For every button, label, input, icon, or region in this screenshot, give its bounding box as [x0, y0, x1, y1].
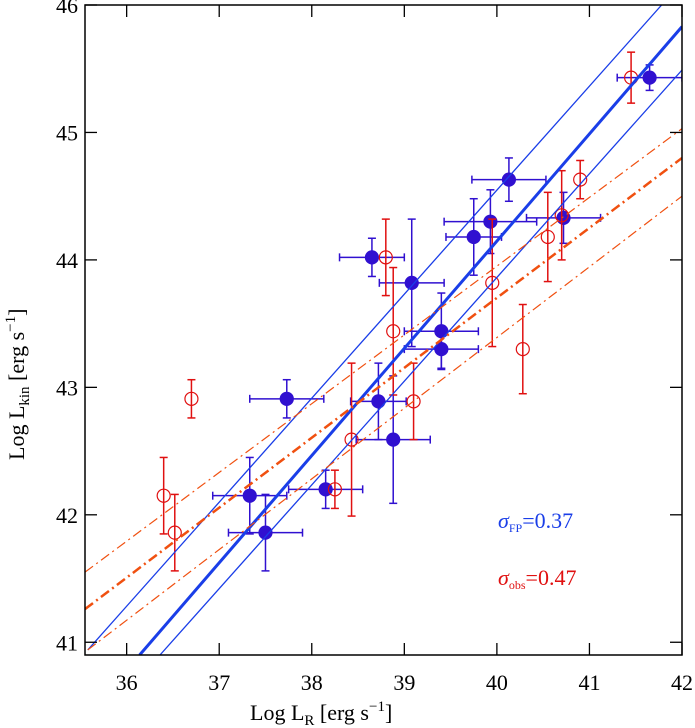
- data-point: [242, 488, 257, 503]
- data-point: [364, 250, 380, 265]
- plot-area: [85, 5, 682, 655]
- data-point: [386, 432, 401, 447]
- data-point: [404, 275, 419, 290]
- data-point: [483, 214, 498, 229]
- data-point: [501, 172, 517, 187]
- data-point: [554, 208, 569, 223]
- x-tick-label: 41: [578, 670, 600, 695]
- fit-line: [138, 25, 682, 655]
- data-point: [184, 391, 199, 406]
- x-axis-label: Log LR [erg s−1]: [250, 699, 392, 728]
- fit-line: [85, 156, 682, 611]
- data-point: [371, 394, 386, 409]
- x-tick-label: 36: [116, 670, 138, 695]
- data-point: [378, 250, 393, 265]
- data-point: [386, 324, 401, 339]
- data-point: [406, 394, 421, 409]
- annotation: σobs=0.47: [498, 565, 576, 592]
- plot-frame: [84, 4, 683, 656]
- annotation: σFP=0.37: [498, 508, 573, 535]
- x-tick-label: 40: [486, 670, 508, 695]
- data-point: [279, 391, 294, 406]
- y-tick-label: 42: [56, 503, 78, 528]
- data-point: [540, 229, 555, 245]
- data-point: [258, 525, 273, 540]
- x-tick-label: 37: [208, 670, 230, 695]
- y-tick-label: 41: [56, 630, 78, 655]
- data-point: [485, 275, 500, 290]
- data-point: [434, 342, 449, 357]
- y-tick-label: 46: [56, 0, 78, 18]
- fit-line: [85, 128, 682, 573]
- data-point: [327, 482, 343, 497]
- data-point: [344, 432, 359, 447]
- fit-line: [87, 195, 682, 651]
- x-tick-label: 42: [671, 670, 693, 695]
- data-point: [573, 172, 588, 187]
- x-tick-label: 39: [393, 670, 415, 695]
- y-tick-label: 45: [56, 120, 78, 145]
- data-point: [167, 525, 182, 540]
- y-tick-label: 44: [56, 248, 78, 273]
- fit-line: [87, 5, 663, 651]
- y-axis-label: Log Lkin [erg s−1]: [3, 309, 33, 460]
- fit-line: [159, 69, 682, 655]
- x-tick-label: 38: [301, 670, 323, 695]
- data-point: [156, 488, 171, 503]
- data-point: [466, 229, 481, 245]
- y-tick-label: 43: [56, 375, 78, 400]
- data-point: [642, 70, 657, 85]
- data-point: [515, 342, 530, 357]
